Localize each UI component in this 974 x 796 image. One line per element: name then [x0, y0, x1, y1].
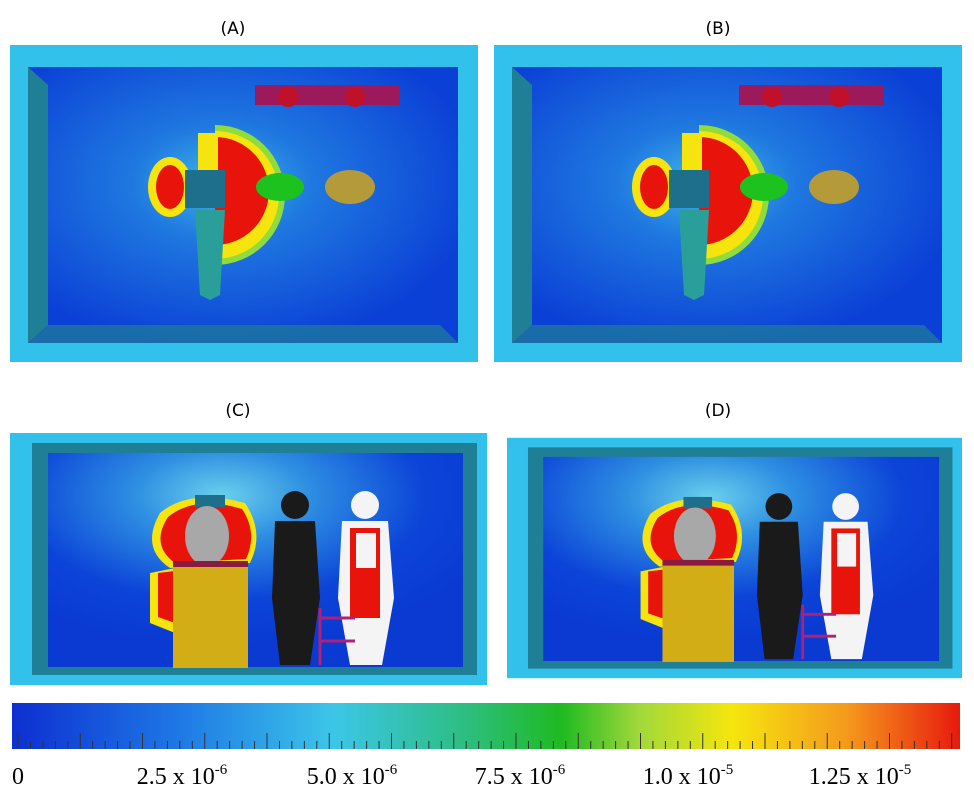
- tick-exponent: -6: [215, 762, 228, 778]
- panel-label: (B): [706, 19, 731, 39]
- panel-label: (C): [225, 401, 250, 421]
- colorbar-tick-label: 1.25 x 10-5: [809, 762, 912, 790]
- panel-image: [10, 45, 478, 362]
- panel-image: [494, 45, 962, 362]
- panel-image: [507, 438, 962, 678]
- colorbar: [12, 703, 960, 749]
- tick-exponent: -5: [721, 762, 734, 778]
- panel-label: (A): [221, 19, 246, 39]
- tick-exponent: -5: [899, 762, 912, 778]
- tick-base: 5.0 x 10: [307, 764, 385, 790]
- colorbar-tick-label: 2.5 x 10-6: [137, 762, 228, 790]
- body: (A) (B) (C) (D) 02.5 x 10-65.0 x 10-67.5…: [0, 0, 974, 796]
- panel-label: (D): [705, 401, 731, 421]
- colorbar-tick-label: 7.5 x 10-6: [475, 762, 566, 790]
- tick-base: 0: [12, 764, 24, 790]
- tick-base: 2.5 x 10: [137, 764, 215, 790]
- colorbar-tick-label: 5.0 x 10-6: [307, 762, 398, 790]
- colorbar-tick-label: 0: [12, 764, 24, 790]
- figure: (A) (B) (C) (D) 02.5 x 10-65.0 x 10-67.5…: [0, 0, 974, 796]
- tick-exponent: -6: [553, 762, 566, 778]
- tick-exponent: -6: [385, 762, 398, 778]
- tick-base: 1.25 x 10: [809, 764, 899, 790]
- tick-base: 1.0 x 10: [643, 764, 721, 790]
- tick-base: 7.5 x 10: [475, 764, 553, 790]
- page: {"panels": [{"label": "(A)"}, {"label": …: [0, 0, 974, 796]
- panel-image: [10, 433, 487, 685]
- colorbar-tick-label: 1.0 x 10-5: [643, 762, 734, 790]
